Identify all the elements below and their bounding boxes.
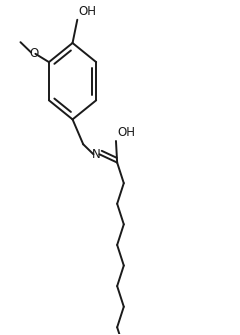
Text: O: O bbox=[29, 47, 38, 60]
Text: OH: OH bbox=[117, 126, 135, 139]
Text: N: N bbox=[92, 148, 101, 161]
Text: OH: OH bbox=[78, 5, 96, 18]
